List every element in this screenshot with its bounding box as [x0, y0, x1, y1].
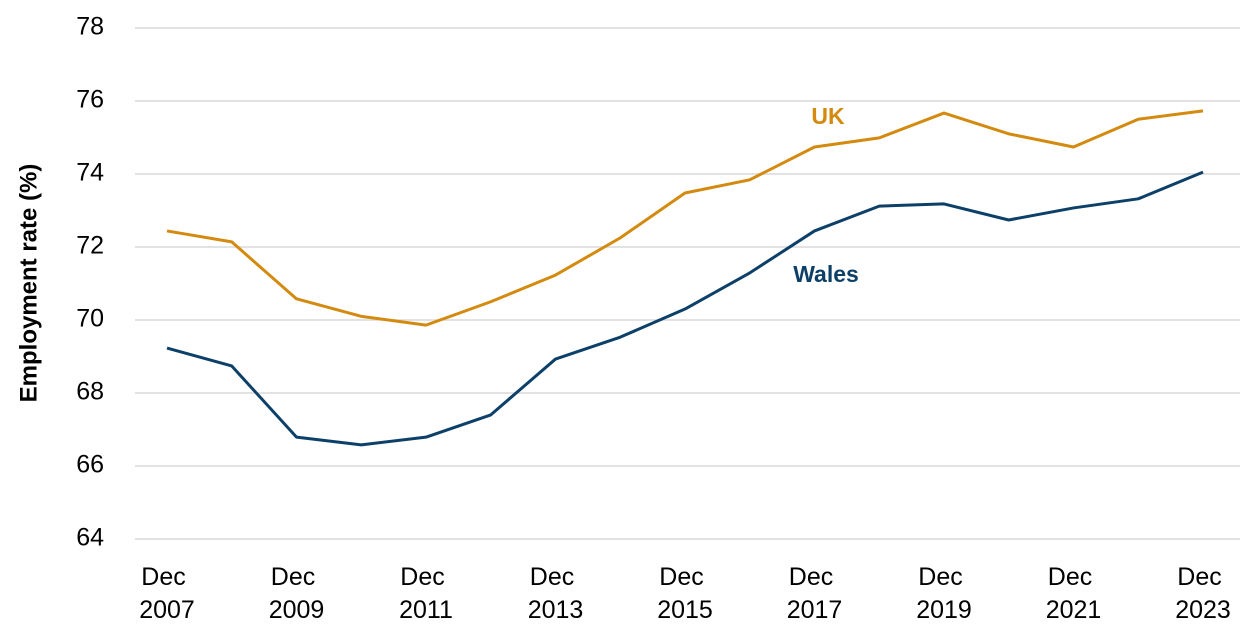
- y-tick-label: 66: [76, 451, 104, 479]
- x-tick-label: Dec 2009: [269, 563, 325, 624]
- x-tick-label: Dec 2023: [1175, 563, 1231, 624]
- series-line: [166, 109, 1204, 327]
- series-line: [166, 170, 1204, 447]
- y-tick-label: 72: [76, 232, 104, 260]
- x-tick-label: Dec 2019: [916, 563, 972, 624]
- y-tick-label: 76: [76, 86, 104, 114]
- y-tick-label: 74: [76, 159, 104, 187]
- series-label: UK: [811, 103, 845, 129]
- series-label: Wales: [793, 261, 859, 287]
- x-tick-label: Dec 2007: [139, 563, 195, 624]
- y-tick-label: 64: [76, 524, 104, 552]
- x-tick-label: Dec 2021: [1046, 563, 1102, 624]
- x-tick-label: Dec 2017: [787, 563, 843, 624]
- y-tick-label: 68: [76, 378, 104, 406]
- x-tick-label: Dec 2013: [528, 563, 584, 624]
- y-axis-label: Employment rate (%): [15, 164, 42, 403]
- y-tick-label: 70: [76, 305, 104, 333]
- y-tick-label: 78: [76, 13, 104, 41]
- x-tick-label: Dec 2011: [399, 563, 453, 624]
- x-tick-label: Dec 2015: [657, 563, 713, 624]
